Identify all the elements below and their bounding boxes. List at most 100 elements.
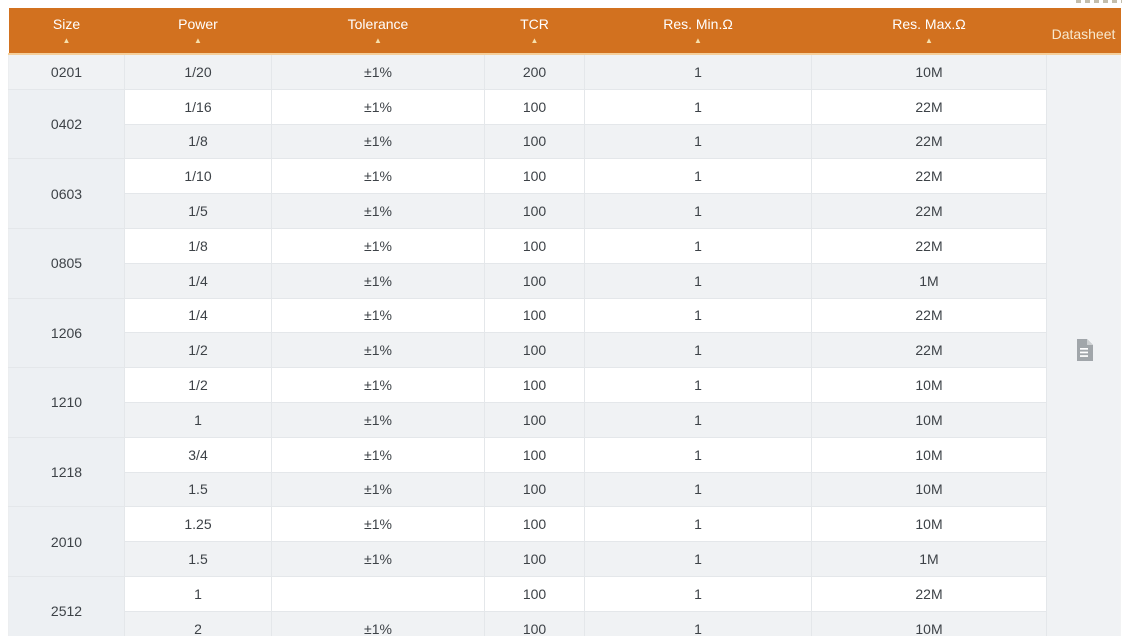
column-label: Datasheet [1051, 25, 1116, 42]
tcr-cell: 100 [484, 88, 585, 125]
table-row: 1 ±1% 100 1 10M [9, 401, 1121, 438]
tolerance-cell: ±1% [271, 401, 485, 438]
tcr-cell: 100 [484, 193, 585, 229]
power-cell: 1/5 [124, 193, 272, 229]
res-min-cell: 1 [584, 575, 812, 612]
tcr-cell: 200 [484, 53, 585, 90]
res-max-cell: 10M [811, 506, 1047, 543]
sort-asc-icon: ▲ [374, 36, 382, 45]
tolerance-cell: ±1% [271, 471, 485, 508]
power-cell: 1 [124, 575, 272, 612]
column-header-power[interactable]: Power ▲ [124, 8, 272, 55]
column-header-tolerance[interactable]: Tolerance ▲ [271, 8, 485, 55]
column-label: TCR [520, 16, 549, 32]
column-label: Size [52, 16, 81, 32]
column-header-size[interactable]: Size ▲ [8, 8, 125, 55]
table-row: 0402 1/16 ±1% 100 1 22M [8, 88, 1121, 160]
table-row: 1/4 ±1% 100 1 1M [9, 262, 1121, 299]
tolerance-cell: ±1% [271, 541, 485, 577]
tcr-cell: 100 [484, 227, 585, 264]
power-cell: 1/10 [124, 158, 272, 195]
res-min-cell: 1 [584, 506, 812, 543]
size-cell: 1218 [8, 436, 125, 508]
size-cell: 2512 [8, 575, 125, 636]
res-min-cell: 1 [584, 367, 812, 403]
res-max-cell: 22M [811, 123, 1047, 160]
column-header-res-min[interactable]: Res. Min.Ω ▲ [584, 8, 812, 55]
power-cell: 1/16 [124, 88, 272, 125]
tcr-cell: 100 [484, 401, 585, 438]
table-row: 1/8 ±1% 100 1 22M [9, 123, 1121, 160]
size-cell: 0805 [8, 227, 125, 299]
res-max-cell: 10M [811, 367, 1047, 403]
sort-asc-icon: ▲ [62, 36, 71, 45]
tcr-cell: 100 [484, 541, 585, 577]
size-cell: 0603 [8, 158, 125, 229]
res-min-cell: 1 [584, 227, 812, 264]
table-row: 0805 1/8 ±1% 100 1 22M [8, 227, 1121, 299]
table-row: 1.5 ±1% 100 1 10M [9, 471, 1121, 508]
sort-asc-icon: ▲ [694, 36, 702, 45]
header-row: Size ▲ Power ▲ Tolerance ▲ TCR ▲ Res. Mi… [8, 8, 1121, 55]
power-cell: 1/4 [124, 297, 272, 334]
tcr-cell: 100 [484, 506, 585, 543]
column-label: Tolerance [347, 16, 409, 32]
res-min-cell: 1 [584, 332, 812, 369]
tolerance-cell: ±1% [271, 193, 485, 229]
power-cell: 1/2 [124, 332, 272, 369]
sort-asc-icon: ▲ [925, 36, 933, 45]
res-min-cell: 1 [584, 401, 812, 438]
tcr-cell: 100 [484, 436, 585, 473]
power-cell: 1.25 [124, 506, 272, 543]
table-row: 1/5 ±1% 100 1 22M [9, 193, 1121, 229]
tcr-cell: 100 [484, 332, 585, 369]
tcr-cell: 100 [484, 297, 585, 334]
size-cell: 0201 [8, 53, 125, 90]
resistor-spec-table: Size ▲ Power ▲ Tolerance ▲ TCR ▲ Res. Mi… [8, 8, 1121, 636]
tolerance-cell: ±1% [271, 367, 485, 403]
file-text-icon[interactable] [1075, 339, 1093, 362]
power-cell: 3/4 [124, 436, 272, 473]
res-min-cell: 1 [584, 436, 812, 473]
res-max-cell: 10M [811, 610, 1047, 636]
tolerance-cell: ±1% [271, 262, 485, 299]
sort-asc-icon: ▲ [530, 36, 539, 45]
size-cell: 1210 [8, 367, 125, 438]
power-cell: 1/8 [124, 123, 272, 160]
res-min-cell: 1 [584, 262, 812, 299]
power-cell: 1/4 [124, 262, 272, 299]
res-min-cell: 1 [584, 53, 812, 90]
table-row: 1218 3/4 ±1% 100 1 10M [8, 436, 1121, 508]
table-row: 1210 1/2 ±1% 100 1 10M [8, 367, 1121, 438]
res-max-cell: 1M [811, 541, 1047, 577]
res-min-cell: 1 [584, 158, 812, 195]
res-max-cell: 22M [811, 575, 1047, 612]
tolerance-cell [271, 575, 485, 612]
res-min-cell: 1 [584, 123, 812, 160]
column-header-datasheet: Datasheet [1046, 8, 1121, 55]
res-min-cell: 1 [584, 610, 812, 636]
column-header-res-max[interactable]: Res. Max.Ω ▲ [811, 8, 1047, 55]
res-min-cell: 1 [584, 193, 812, 229]
res-max-cell: 10M [811, 401, 1047, 438]
table-row: 2512 1 100 1 22M [8, 575, 1121, 636]
table-row: 2 ±1% 100 1 10M [9, 610, 1121, 636]
datasheet-cell [1046, 53, 1121, 636]
column-label: Power [178, 16, 218, 32]
tcr-cell: 100 [484, 471, 585, 508]
column-label: Res. Min.Ω [663, 16, 733, 32]
tcr-cell: 100 [484, 158, 585, 195]
res-max-cell: 10M [811, 436, 1047, 473]
tolerance-cell: ±1% [271, 436, 485, 473]
power-cell: 1.5 [124, 471, 272, 508]
tolerance-cell: ±1% [271, 158, 485, 195]
column-header-tcr[interactable]: TCR ▲ [484, 8, 585, 55]
tolerance-cell: ±1% [271, 297, 485, 334]
power-cell: 1/8 [124, 227, 272, 264]
power-cell: 1 [124, 401, 272, 438]
table-row: 2010 1.25 ±1% 100 1 10M [8, 506, 1121, 577]
power-cell: 1/20 [124, 53, 272, 90]
res-max-cell: 10M [811, 471, 1047, 508]
res-max-cell: 22M [811, 297, 1047, 334]
